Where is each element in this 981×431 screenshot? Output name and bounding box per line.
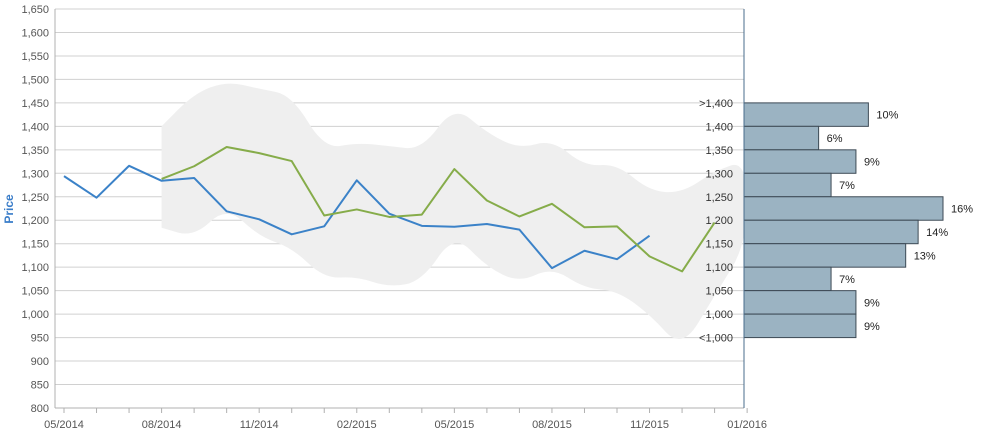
y-tick-label: 1,300 (21, 168, 49, 180)
series-line (161, 146, 716, 273)
x-tick-label: 05/2015 (434, 419, 474, 431)
y-tick-label: 1,200 (21, 215, 49, 227)
y-tick-label: 1,500 (21, 74, 49, 86)
histogram-percent-label: 7% (839, 180, 855, 192)
histogram-bin-label: 1,200 (705, 215, 733, 227)
x-tick-label: 11/2014 (240, 419, 279, 431)
histogram-percent-label: 9% (864, 321, 880, 333)
y-tick-label: 1,350 (21, 145, 49, 157)
histogram-bin-label: 1,350 (705, 145, 733, 157)
histogram-bin-label: 1,400 (705, 121, 733, 133)
x-tick-label: 05/2014 (44, 419, 84, 431)
x-tick-label: 08/2014 (142, 419, 182, 431)
histogram-percent-label: 6% (827, 133, 843, 145)
y-axis-label: Price (2, 194, 16, 224)
series-line (63, 164, 651, 270)
histogram-bin-label: 1,300 (705, 168, 733, 180)
histogram-bin-label: 1,250 (705, 192, 733, 204)
histogram-bar (743, 149, 857, 174)
y-tick-label: 1,450 (21, 98, 49, 110)
histogram-percent-label: 7% (839, 274, 855, 286)
histogram-bin-label: 1,150 (705, 239, 733, 251)
x-tick-label: 02/2015 (337, 419, 377, 431)
histogram-percent-label: 13% (914, 250, 936, 262)
histogram-percent-label: 10% (876, 110, 898, 122)
axes (54, 9, 748, 413)
histogram-bar (743, 313, 857, 339)
y-tick-label: 1,250 (21, 192, 49, 204)
histogram-bin-label: 1,100 (705, 262, 733, 274)
y-tick-label: 1,400 (21, 121, 49, 133)
y-tick-label: 800 (31, 403, 49, 415)
histogram-bar (743, 172, 832, 198)
x-tick-label: 01/2016 (727, 419, 767, 431)
y-tick-label: 1,000 (21, 309, 49, 321)
histogram: 10% 6% 9% 7% 16%14% 13% 7% 9% 9% >1,400 1,400 1,350… (699, 98, 973, 345)
histogram-bar (743, 102, 869, 127)
y-tick-label: 1,050 (21, 286, 49, 298)
tick-labels: 1,650 1,600 1,550 1,500 1,450 1,400 1,350 1,300… (21, 4, 767, 431)
histogram-bar (743, 243, 907, 268)
y-tick-label: 1,550 (21, 51, 49, 63)
histogram-percent-label: 9% (864, 297, 880, 309)
histogram-percent-label: 9% (864, 157, 880, 169)
histogram-bar (743, 266, 832, 292)
confidence-band (161, 83, 748, 340)
x-tick-label: 11/2015 (630, 419, 669, 431)
histogram-bar (743, 290, 857, 315)
histogram-percent-label: 16% (951, 204, 973, 216)
histogram-bin-label: >1,400 (699, 98, 733, 110)
forecast-band (161, 83, 748, 340)
series-lines (63, 146, 716, 273)
histogram-bar (743, 125, 820, 151)
x-tick-label: 08/2015 (532, 419, 572, 431)
y-tick-label: 900 (31, 356, 49, 368)
histogram-percent-label: 14% (926, 227, 948, 239)
histogram-bar (743, 196, 944, 221)
histogram-bin-label: 1,050 (705, 286, 733, 298)
y-tick-label: 950 (31, 333, 49, 345)
y-tick-label: 1,600 (21, 27, 49, 39)
histogram-bin-label: <1,000 (699, 333, 733, 345)
y-tick-label: 1,650 (21, 4, 49, 16)
histogram-bin-label: 1,000 (705, 309, 733, 321)
y-tick-label: 1,100 (21, 262, 49, 274)
y-tick-label: 1,150 (21, 239, 49, 251)
histogram-bar (743, 219, 919, 245)
y-tick-label: 850 (31, 380, 49, 392)
